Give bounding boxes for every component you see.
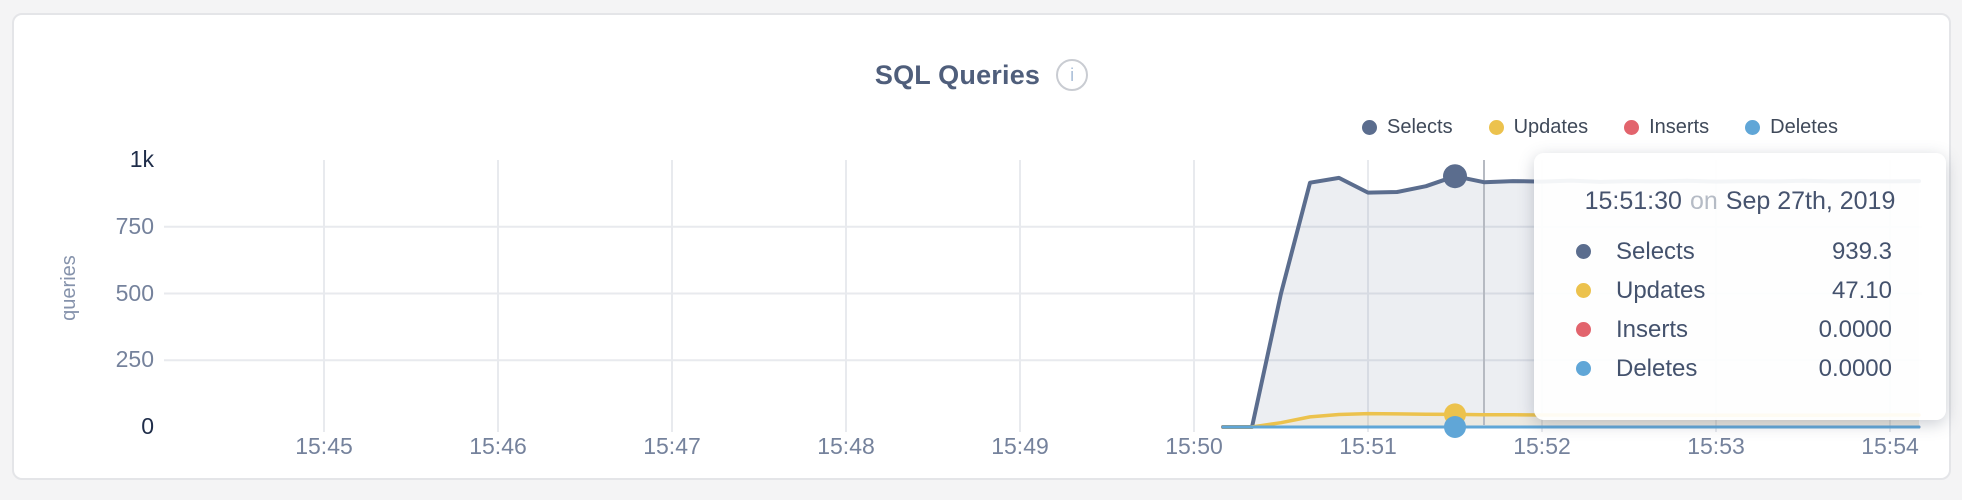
tooltip-row-value: 0.0000 [1818,315,1892,343]
info-icon[interactable]: i [1056,59,1089,91]
chart-tooltip: 15:51:30 on Sep 27th, 2019 Selects 939.3 U… [1534,153,1946,420]
legend-dot [1362,120,1377,135]
info-icon-glyph: i [1070,64,1075,85]
x-tick-label: 15:53 [1687,433,1745,459]
series-color-dot [1576,322,1591,337]
marker-selects[interactable] [1443,164,1467,189]
tooltip-date: Sep 27th, 2019 [1725,187,1896,215]
legend-item-label: Inserts [1649,116,1710,138]
tooltip-row: Updates 47.10 [1534,271,1946,310]
y-tick-label: 0 [141,413,154,439]
series-color-dot [1576,361,1591,376]
tooltip-row-value: 939.3 [1831,237,1892,265]
x-tick-label: 15:51 [1339,433,1397,459]
y-tick-label: 500 [115,279,154,306]
tooltip-row-label: Updates [1616,276,1706,304]
x-tick-label: 15:50 [1165,433,1223,459]
tooltip-rows: Selects 939.3 Updates 47.10 Inserts 0.0000 Del… [1534,232,1946,388]
legend-dot [1745,120,1761,135]
x-tick-label: 15:49 [991,433,1049,459]
legend-item-label: Updates [1513,116,1589,138]
chart-card: SQL Queries i Selects Updates Inserts Delet… [12,13,1951,480]
tooltip-row-value: 47.10 [1831,276,1892,304]
legend-item-selects[interactable]: Selects [1362,116,1453,139]
x-tick-label: 15:47 [643,433,701,459]
tooltip-time: 15:51:30 [1584,187,1682,215]
legend-dot [1488,120,1504,135]
x-tick-label: 15:54 [1861,433,1919,459]
legend-item-updates[interactable]: Updates [1488,116,1589,139]
y-tick-label: 1k [129,146,154,172]
legend-item-label: Deletes [1770,116,1838,138]
tooltip-row-label: Selects [1616,237,1695,265]
tooltip-row: Selects 939.3 [1534,232,1946,271]
tooltip-row-value: 0.0000 [1818,354,1892,382]
x-tick-label: 15:45 [295,433,353,459]
tooltip-connector: on [1689,187,1718,215]
legend-item-inserts[interactable]: Inserts [1624,116,1709,139]
y-tick-label: 250 [115,346,154,373]
tooltip-row: Inserts 0.0000 [1534,310,1946,349]
chart-title: SQL Queries [874,59,1041,90]
series-color-dot [1576,244,1591,259]
series-color-dot [1576,283,1591,298]
x-tick-label: 15:52 [1513,433,1571,459]
marker-deletes[interactable] [1444,416,1466,438]
tooltip-row-label: Inserts [1616,315,1689,343]
legend: Selects Updates Inserts Deletes [1362,116,1838,139]
legend-item-label: Selects [1387,116,1453,138]
legend-item-deletes[interactable]: Deletes [1745,116,1838,139]
x-tick-label: 15:48 [817,433,875,459]
tooltip-header: 15:51:30 on Sep 27th, 2019 [1534,187,1946,216]
chart-header: SQL Queries i [14,49,1949,101]
y-tick-label: 750 [115,212,154,239]
x-tick-label: 15:46 [469,433,527,459]
tooltip-row: Deletes 0.0000 [1534,349,1946,388]
legend-dot [1624,120,1640,135]
tooltip-row-label: Deletes [1616,354,1698,382]
